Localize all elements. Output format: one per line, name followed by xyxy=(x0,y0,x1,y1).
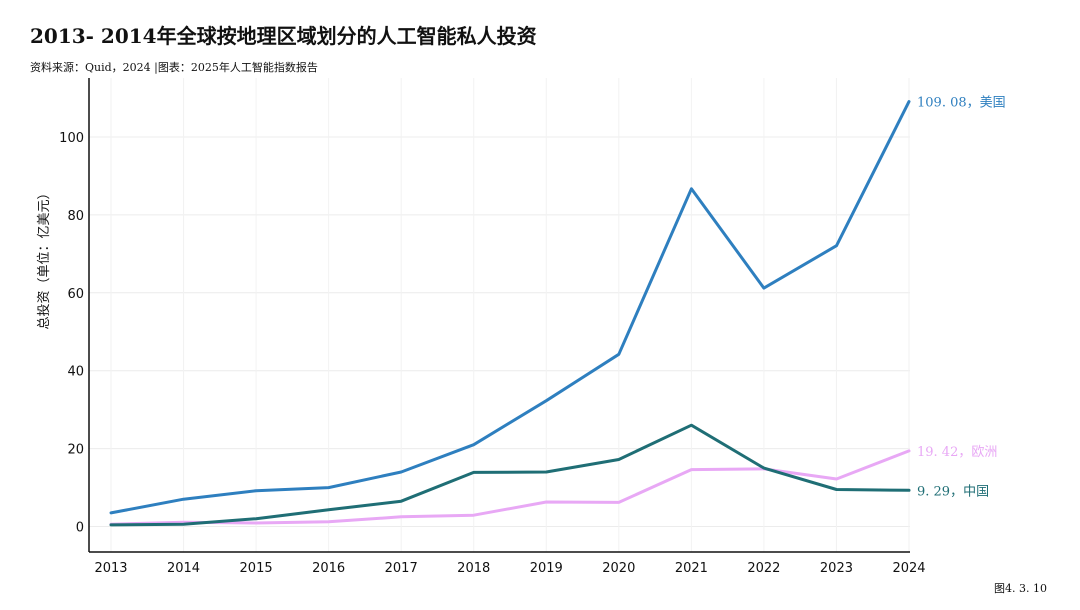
series-line-美国 xyxy=(109,100,911,515)
series-line-中国 xyxy=(109,423,911,527)
series-lines xyxy=(109,100,911,527)
x-tick-label: 2019 xyxy=(530,561,563,576)
x-tick-label: 2017 xyxy=(385,561,418,576)
x-tick-label: 2020 xyxy=(602,561,635,576)
x-tick-label: 2018 xyxy=(457,561,490,576)
x-tick-label: 2023 xyxy=(820,561,853,576)
end-label-欧洲: 19. 42，欧洲 xyxy=(917,445,997,460)
x-tick-label: 2014 xyxy=(167,561,200,576)
axes xyxy=(88,78,910,553)
end-label-美国: 109. 08，美国 xyxy=(917,96,1006,111)
y-tick-label: 100 xyxy=(59,131,84,146)
y-tick-label: 60 xyxy=(67,287,84,302)
y-axis-label: 总投资（单位：亿美元） xyxy=(36,186,52,329)
end-label-中国: 9. 29，中国 xyxy=(917,484,989,499)
x-tick-label: 2021 xyxy=(675,561,708,576)
chart-title: 2013- 2014年全球按地理区域划分的人工智能私人投资 xyxy=(30,24,537,48)
y-tick-labels: 0 20 40 60 80 100 xyxy=(59,131,84,536)
x-tick-label: 2015 xyxy=(240,561,273,576)
x-tick-label: 2022 xyxy=(747,561,780,576)
x-tick-label: 2016 xyxy=(312,561,345,576)
series-end-labels: 109. 08，美国 9. 29，中国 19. 42，欧洲 xyxy=(917,96,1006,500)
chart-source: 资料来源：Quid，2024 |图表：2025年人工智能指数报告 xyxy=(30,61,318,74)
x-tick-labels: 2013 2014 2015 2016 2017 2018 2019 2020 2021 2022… xyxy=(94,561,925,576)
y-tick-label: 40 xyxy=(67,365,84,380)
y-tick-label: 0 xyxy=(76,521,84,536)
x-tick-label: 2024 xyxy=(892,561,925,576)
grid-lines xyxy=(89,78,910,552)
x-tick-label: 2013 xyxy=(94,561,127,576)
y-tick-label: 20 xyxy=(67,443,84,458)
figure-number: 图4. 3. 10 xyxy=(994,582,1047,595)
series-line-欧洲 xyxy=(109,449,911,526)
y-tick-label: 80 xyxy=(67,209,84,224)
